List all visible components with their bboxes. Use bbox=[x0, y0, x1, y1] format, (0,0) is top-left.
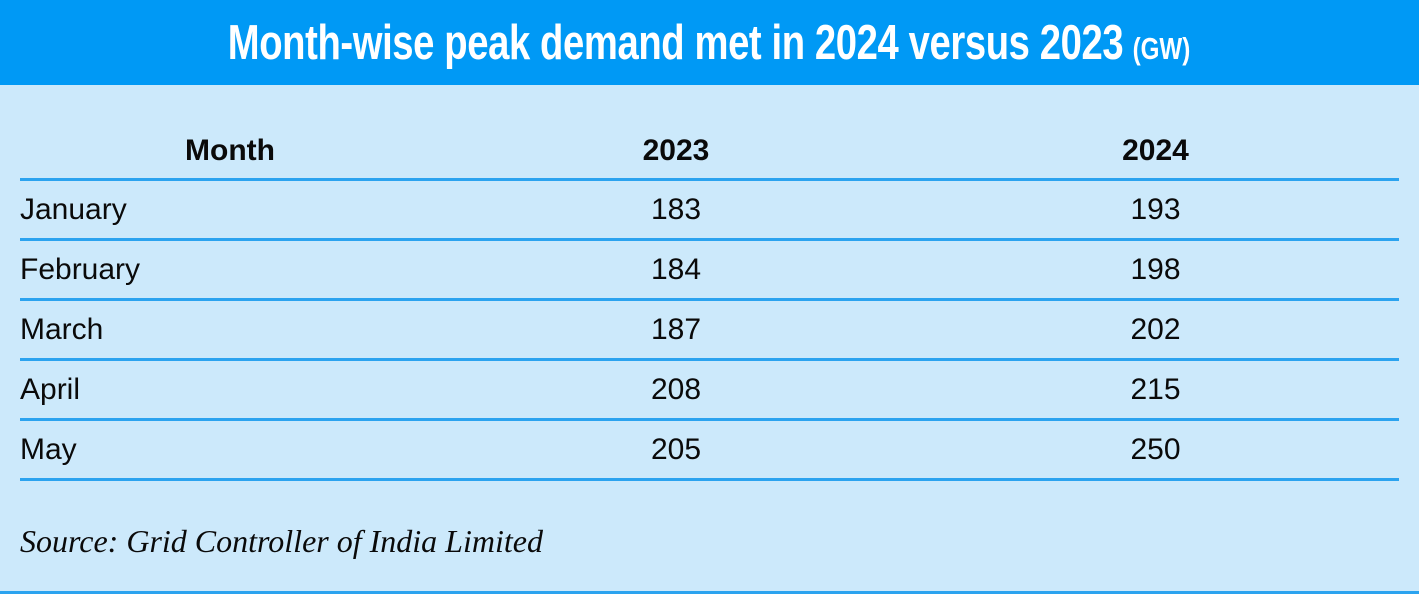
column-header-2024: 2024 bbox=[1122, 134, 1189, 167]
title-unit-label: (GW) bbox=[1133, 30, 1191, 66]
table-header-row: Month 2023 2024 bbox=[20, 85, 1399, 181]
table-row: January 183 193 bbox=[20, 181, 1399, 241]
bottom-rule bbox=[0, 591, 1419, 594]
table-row: May 205 250 bbox=[20, 421, 1399, 481]
source-note: Source: Grid Controller of India Limited bbox=[20, 523, 543, 559]
month-cell: February bbox=[20, 252, 141, 286]
title-bar: Month-wise peak demand met in 2024 versu… bbox=[0, 0, 1419, 85]
page-title: Month-wise peak demand met in 2024 versu… bbox=[228, 15, 1124, 70]
demand-table: Month 2023 2024 January 183 193 February… bbox=[20, 85, 1399, 481]
value-2023-cell: 184 bbox=[650, 252, 702, 286]
value-2023-cell: 205 bbox=[650, 432, 702, 466]
value-2023-cell: 183 bbox=[650, 192, 702, 226]
value-2024-cell: 250 bbox=[1130, 432, 1181, 466]
column-header-month: Month bbox=[185, 134, 275, 167]
value-2024-cell: 202 bbox=[1130, 312, 1181, 346]
title-wrap: Month-wise peak demand met in 2024 versu… bbox=[228, 15, 1191, 71]
value-2024-cell: 193 bbox=[1130, 192, 1181, 226]
month-cell: April bbox=[20, 372, 81, 406]
table-row: February 184 198 bbox=[20, 241, 1399, 301]
table-row: March 187 202 bbox=[20, 301, 1399, 361]
month-cell: January bbox=[20, 192, 127, 226]
month-cell: March bbox=[20, 312, 104, 346]
value-2023-cell: 208 bbox=[650, 372, 702, 406]
column-header-2023: 2023 bbox=[642, 134, 710, 167]
value-2024-cell: 215 bbox=[1130, 372, 1181, 406]
table-row: April 208 215 bbox=[20, 361, 1399, 421]
value-2024-cell: 198 bbox=[1130, 252, 1181, 286]
month-cell: May bbox=[20, 432, 77, 466]
value-2023-cell: 187 bbox=[650, 312, 702, 346]
